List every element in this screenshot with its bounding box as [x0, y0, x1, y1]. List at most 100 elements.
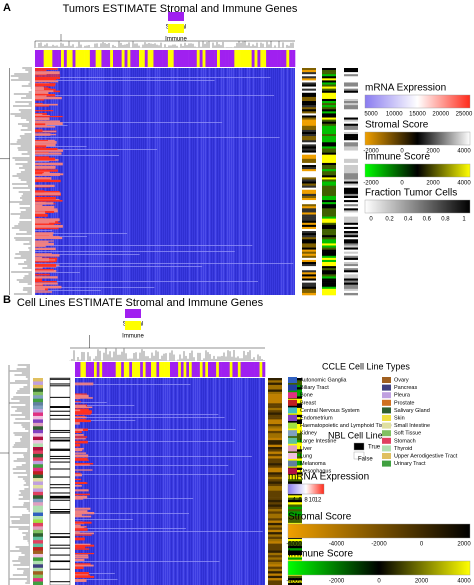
heatmap-hot [75, 534, 92, 536]
heatmap-column [105, 378, 106, 585]
annotation [344, 142, 358, 145]
annotation [33, 516, 43, 520]
annotation [268, 460, 282, 464]
annotation [268, 396, 282, 399]
annotation [33, 464, 43, 468]
nbl-mark [50, 406, 70, 408]
annotation [33, 478, 43, 482]
heatmap-row [75, 561, 220, 562]
heatmap-column [241, 68, 242, 295]
annotation [33, 447, 43, 451]
heatmap-hot [75, 408, 89, 411]
heatmap-column [263, 68, 264, 295]
legend-swatch [353, 442, 365, 451]
heatmap-column [125, 68, 126, 295]
panel-label: A [3, 2, 11, 14]
annotation [194, 362, 198, 377]
heatmap-column [241, 378, 242, 585]
heatmap-hot [35, 177, 52, 180]
annotation [268, 430, 282, 434]
annotation [268, 476, 282, 480]
annotation [288, 497, 302, 501]
annotation [150, 50, 154, 67]
annotation [197, 362, 201, 377]
legend-swatch [288, 460, 297, 467]
heatmap-column [89, 68, 90, 295]
annotation [124, 50, 128, 67]
annotation [268, 562, 282, 565]
annotation [137, 362, 141, 377]
annotation [344, 264, 358, 267]
heatmap-column [207, 68, 208, 295]
annotation [344, 80, 358, 83]
heatmap-column [91, 68, 92, 295]
annotation [257, 50, 261, 67]
annotation [302, 208, 316, 211]
annotation [268, 458, 282, 462]
annotation [156, 362, 160, 377]
annotation [288, 513, 302, 517]
heatmap-row [75, 414, 219, 415]
heatmap-hot [35, 83, 56, 87]
annotation [322, 92, 336, 96]
heatmap-hot [35, 232, 53, 236]
annotation [33, 474, 43, 479]
annotation [165, 50, 169, 67]
legend-label: Upper Aerodigestive Tract [394, 453, 458, 459]
annotation [33, 536, 43, 541]
legend-swatch [288, 399, 297, 406]
annotation [344, 158, 358, 162]
heatmap-hot [75, 397, 93, 399]
annotation [322, 264, 336, 267]
annotation [234, 50, 238, 67]
annotation [344, 216, 358, 219]
legend-swatch [288, 453, 297, 459]
heatmap-row [75, 417, 225, 418]
heatmap-hot [35, 222, 55, 226]
heatmap-column [283, 68, 284, 295]
annotation [101, 50, 105, 67]
annotation [344, 189, 358, 193]
heatmap-hot [35, 261, 54, 263]
annotation [344, 109, 358, 112]
heatmap-hot [35, 244, 46, 247]
heatmap-hot [75, 404, 86, 408]
nbl-mark [50, 536, 70, 538]
annotation [322, 68, 336, 71]
annotation [302, 146, 316, 149]
heatmap-row [75, 420, 136, 421]
annotation [268, 486, 282, 489]
heatmap-column [175, 378, 176, 585]
annotation [224, 362, 228, 377]
annotation [139, 50, 143, 67]
heatmap-row [35, 146, 87, 147]
heatmap-column [221, 378, 222, 585]
annotation [302, 70, 316, 73]
annotation [33, 378, 43, 382]
annotation [288, 555, 302, 558]
legend-swatch [288, 407, 297, 414]
annotation [268, 506, 282, 510]
annotation [302, 158, 316, 162]
heatmap-hot [35, 93, 46, 96]
annotation [237, 50, 241, 67]
heatmap-column [95, 68, 96, 295]
heatmap-hot [75, 554, 89, 557]
annotation [322, 198, 336, 201]
annotation [33, 560, 43, 565]
heatmap-hot [35, 74, 61, 76]
heatmap-column [87, 68, 88, 295]
annotation [322, 76, 336, 79]
annotation [302, 183, 316, 186]
annotation [83, 362, 87, 377]
heatmap-row [75, 498, 194, 499]
annotation [288, 518, 302, 521]
nbl-mark [50, 496, 70, 498]
annotation [251, 362, 255, 377]
panel-title: Tumors ESTIMATE Stromal and Immune Genes [63, 3, 298, 15]
annotation [322, 214, 336, 217]
annotation [302, 125, 316, 129]
annotation [268, 545, 282, 549]
legend-label: Haematopoietic and Lymphoid Tissue [300, 423, 392, 429]
tick-label: 4000 [457, 181, 471, 187]
